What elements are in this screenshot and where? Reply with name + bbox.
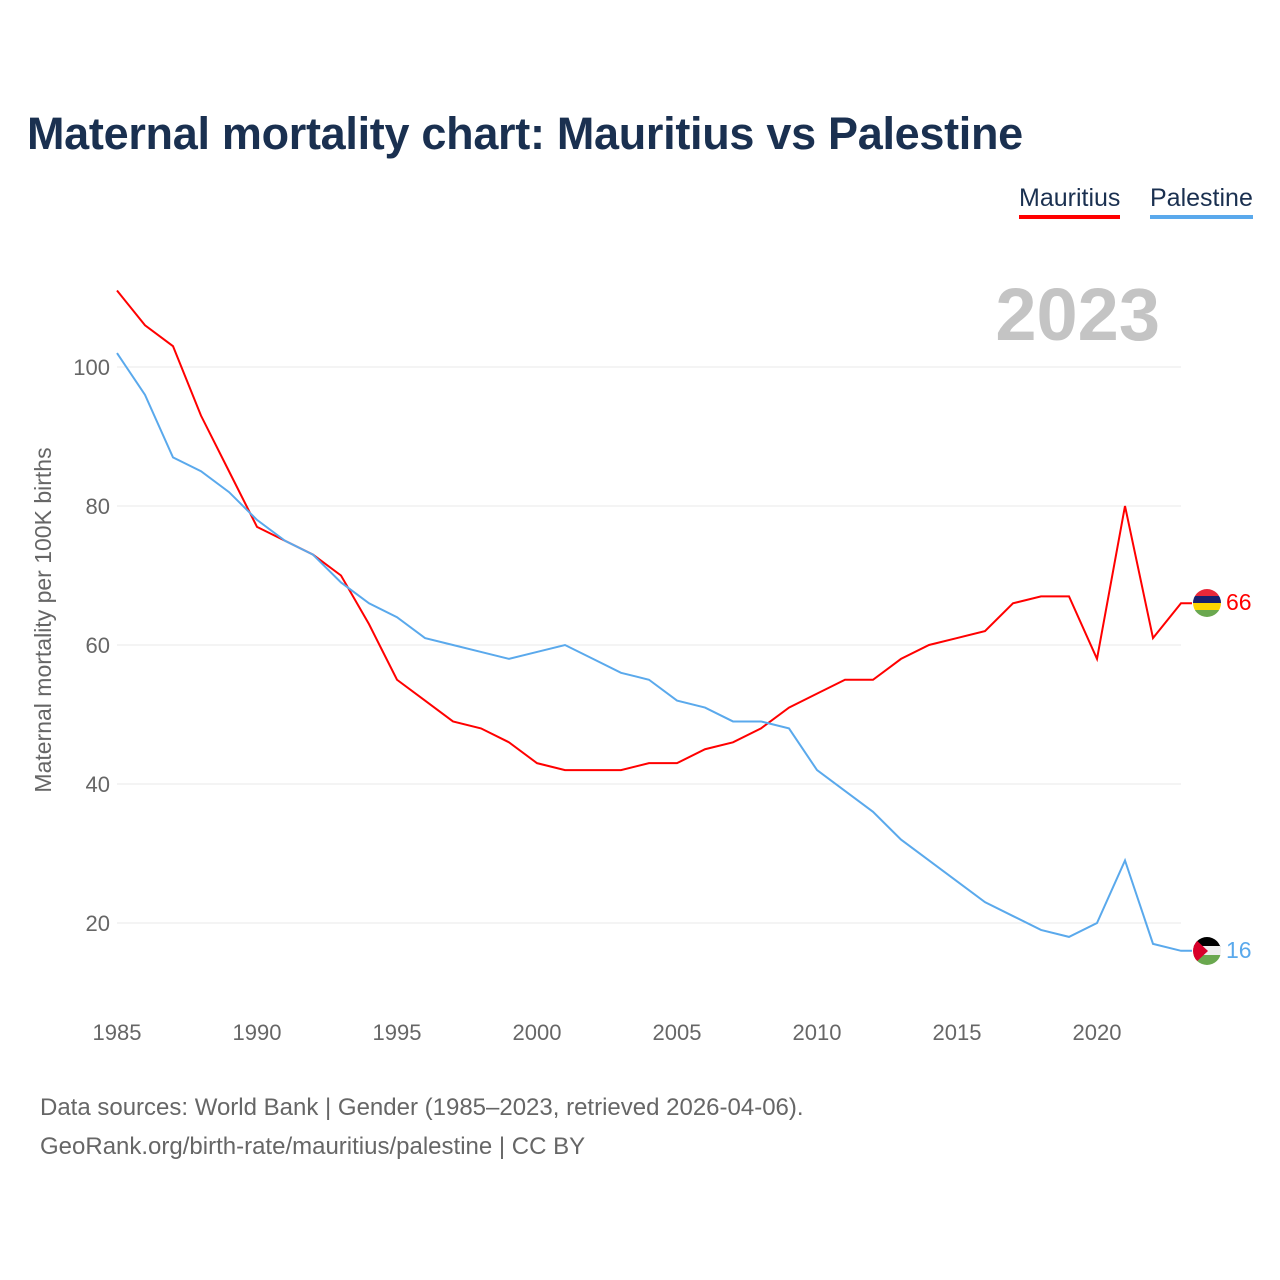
series-line-palestine [116,352,1192,952]
y-tick-label: 60 [86,633,110,658]
y-tick-label: 40 [86,772,110,797]
y-axis-label: Maternal mortality per 100K births [30,447,56,792]
series-line-mauritius [116,289,1192,772]
x-tick-label: 1990 [233,1020,282,1045]
mauritius-end-label: 66 [1226,589,1252,615]
data-source-text: Data sources: World Bank | Gender (1985–… [40,1094,804,1121]
footer: Data sources: World Bank | Gender (1985–… [40,1088,804,1166]
y-tick-label: 20 [86,911,110,936]
x-tick-label: 2010 [793,1020,842,1045]
palestine-flag-icon [1193,937,1221,965]
y-tick-label: 80 [86,494,110,519]
chart-title: Maternal mortality chart: Mauritius vs P… [27,108,1023,159]
x-tick-label: 2015 [933,1020,982,1045]
x-tick-label: 2020 [1073,1020,1122,1045]
source-link[interactable]: GeoRank.org/birth-rate/mauritius/palesti… [40,1133,586,1160]
legend-mauritius[interactable]: Mauritius [1019,184,1121,219]
x-tick-label: 1985 [93,1020,142,1045]
x-tick-label: 2000 [513,1020,562,1045]
x-tick-label: 2005 [653,1020,702,1045]
mauritius-flag-icon [1193,589,1221,617]
palestine-end-label: 16 [1226,937,1252,963]
year-watermark: 2023 [995,273,1160,356]
legend-palestine[interactable]: Palestine [1150,184,1253,219]
x-tick-label: 1995 [373,1020,422,1045]
y-tick-label: 100 [73,355,110,380]
